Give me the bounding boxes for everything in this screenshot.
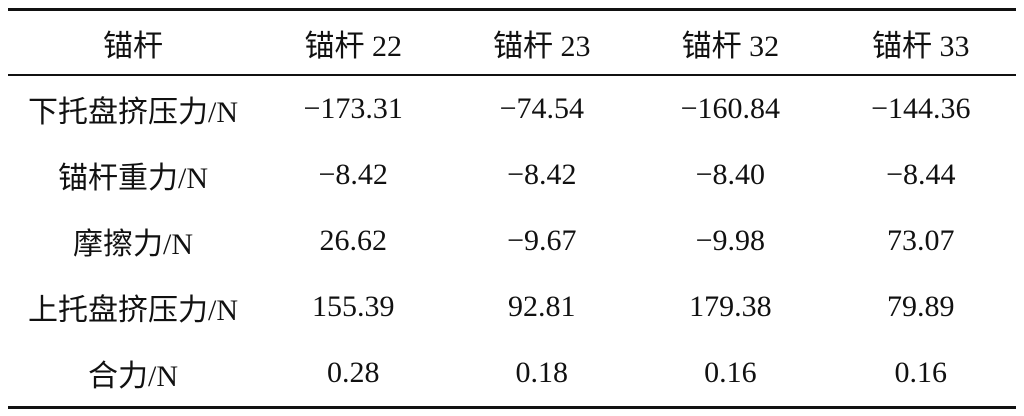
table-cell: −8.42 [318,158,388,191]
table-cell: 92.81 [508,290,576,323]
header-cell: 锚杆 32 [635,9,826,76]
data-table: 锚杆 锚杆 22 锚杆 23 锚杆 32 锚杆 33 下托盘挤压力/N −173.31 −7… [8,8,1016,409]
table-cell: 0.16 [894,356,948,389]
table-cell: −8.42 [507,158,577,191]
table-cell: 73.07 [887,224,955,257]
table-row: 合力/N 0.28 0.18 0.16 0.16 [8,340,1016,408]
header-row: 锚杆 锚杆 22 锚杆 23 锚杆 32 锚杆 33 [8,9,1016,76]
table-cell: −8.44 [886,158,956,191]
row-label: 上托盘挤压力/N [28,294,238,327]
table-cell: 0.16 [704,356,757,389]
table-header: 锚杆 锚杆 22 锚杆 23 锚杆 32 锚杆 33 [8,9,1016,76]
table-cell: −144.36 [871,92,971,125]
table-cell: −160.84 [680,92,781,125]
table-cell: 79.89 [887,290,955,323]
table-cell: −74.54 [499,92,584,125]
table-row: 上托盘挤压力/N 155.39 92.81 179.38 79.89 [8,274,1016,340]
table-cell: 0.18 [515,356,569,389]
row-label: 锚杆重力/N [58,162,208,195]
row-label: 合力/N [88,360,178,393]
table-row: 锚杆重力/N −8.42 −8.42 −8.40 −8.44 [8,142,1016,208]
header-cell: 锚杆 22 [258,9,449,76]
table-cell: −8.40 [695,158,766,191]
table-row: 下托盘挤压力/N −173.31 −74.54 −160.84 −144.36 [8,75,1016,142]
table-cell: −9.98 [695,224,766,257]
row-label: 下托盘挤压力/N [28,96,238,129]
table-cell: −173.31 [303,92,403,125]
row-label: 摩擦力/N [73,228,193,261]
table-row: 摩擦力/N 26.62 −9.67 −9.98 73.07 [8,208,1016,274]
header-cell: 锚杆 [8,9,258,76]
table-cell: 155.39 [311,290,395,323]
table-cell: 26.62 [319,224,387,257]
table-body: 下托盘挤压力/N −173.31 −74.54 −160.84 −144.36 锚杆重力/… [8,75,1016,408]
header-cell: 锚杆 33 [825,9,1016,76]
table-cell: −9.67 [507,224,577,257]
table-cell: 0.28 [326,356,380,389]
header-cell: 锚杆 23 [448,9,636,76]
table-cell: 179.38 [689,290,772,323]
